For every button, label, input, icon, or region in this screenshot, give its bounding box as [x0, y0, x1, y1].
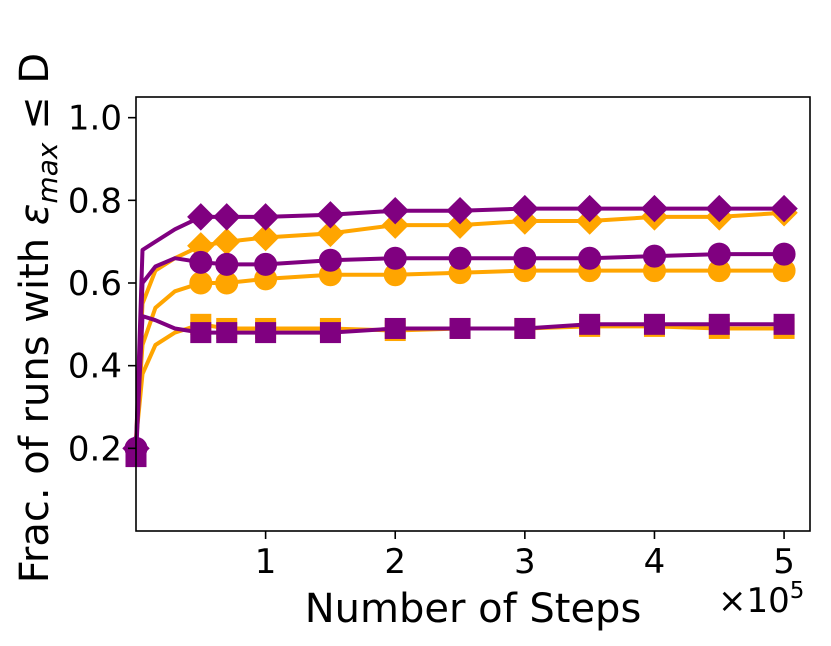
circle-marker: [513, 246, 537, 270]
series-layer: [122, 194, 798, 468]
y-tick-label: 0.8: [68, 181, 122, 221]
diamond-marker: [705, 194, 733, 223]
diamond-marker: [381, 196, 409, 225]
x-tick-label: 4: [644, 542, 666, 582]
y-tick-label: 0.2: [68, 429, 122, 469]
x-tick-label: 2: [384, 542, 406, 582]
diamond-marker: [213, 203, 241, 231]
diamond-marker: [511, 194, 539, 223]
circle-marker: [189, 250, 213, 274]
tick-layer: 1 2 3 4 5 0.2 0.4 0.6 0.8 1.0: [68, 99, 795, 582]
square-marker: [643, 313, 665, 335]
plot-frame: [135, 96, 811, 532]
circle-marker: [189, 271, 213, 295]
series-line: [134, 268, 785, 441]
y-tick-label: 1.0: [68, 99, 122, 139]
circle-marker: [448, 246, 472, 270]
square-marker: [216, 322, 238, 344]
circle-marker: [578, 246, 602, 270]
x-tick-label: 3: [514, 542, 536, 582]
circle-marker: [772, 242, 796, 266]
x-tick-label: 5: [773, 542, 795, 582]
circle-marker: [254, 252, 278, 276]
diamond-marker: [381, 211, 409, 239]
diamond-marker: [251, 203, 280, 231]
diamond-marker: [213, 227, 241, 256]
diamond-marker: [640, 194, 669, 223]
x-multiplier-exponent: 5: [790, 578, 805, 604]
square-marker: [773, 313, 795, 335]
diamond-marker: [316, 219, 345, 248]
series-circle-orange: [134, 259, 796, 441]
circle-marker: [318, 248, 342, 272]
square-marker: [449, 317, 471, 339]
circle-marker: [707, 242, 731, 266]
diamond-marker: [446, 196, 474, 225]
square-marker: [514, 317, 536, 339]
square-marker: [579, 313, 601, 335]
x-multiplier-label: ×105: [718, 578, 804, 621]
diamond-marker: [770, 194, 798, 223]
diamond-marker: [251, 223, 280, 252]
y-tick-label: 0.4: [68, 347, 122, 387]
square-marker: [190, 322, 212, 344]
y-axis-label-subscript: max: [31, 142, 64, 203]
y-axis-label-symbol: ε: [12, 204, 58, 226]
x-tick-label: 1: [255, 542, 277, 582]
x-multiplier-base: ×10: [718, 581, 790, 621]
square-marker: [255, 322, 277, 344]
square-marker: [319, 322, 341, 344]
diamond-marker: [316, 201, 345, 229]
y-axis-label: Frac. of runs with εmax ≤ D: [12, 53, 64, 583]
circle-marker: [215, 252, 239, 276]
diamond-marker: [446, 211, 474, 239]
series-square-purple: [125, 313, 795, 468]
diamond-marker: [575, 194, 604, 223]
series-circle-purple: [124, 242, 796, 460]
circle-marker: [383, 246, 407, 270]
diamond-marker: [187, 203, 215, 231]
circle-marker: [642, 244, 666, 268]
y-axis-label-suffix: ≤ D: [12, 53, 58, 143]
y-axis-label-prefix: Frac. of runs with: [12, 225, 58, 583]
square-marker: [384, 317, 406, 339]
y-tick-label: 0.6: [68, 264, 122, 304]
square-marker: [708, 313, 730, 335]
x-axis-label: Number of Steps: [305, 586, 642, 632]
